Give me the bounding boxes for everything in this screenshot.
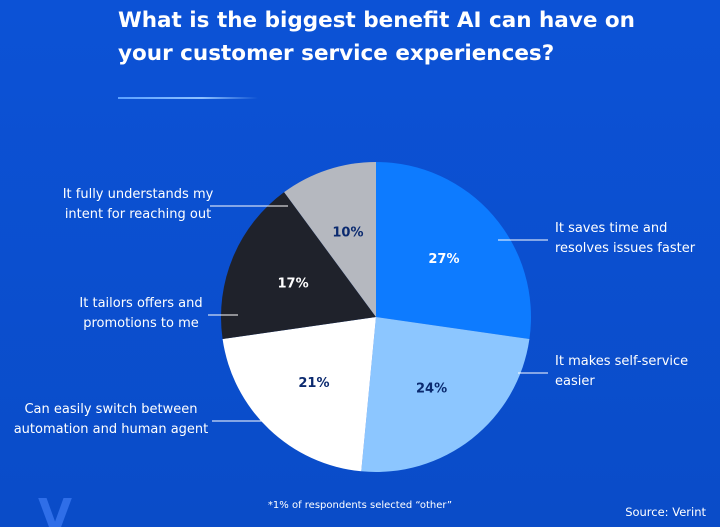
slice-value-label: 17% bbox=[278, 276, 309, 291]
slice-value-label: 27% bbox=[428, 252, 459, 267]
pie-slice-10 bbox=[284, 162, 376, 317]
verint-logo-mark: V bbox=[38, 492, 72, 527]
chart-title: What is the biggest benefit AI can have … bbox=[118, 8, 635, 66]
slice-category-label: It tailors offers and promotions to me bbox=[79, 296, 203, 331]
pie-slices bbox=[221, 162, 531, 472]
pie-slice-24 bbox=[361, 317, 530, 472]
logo-letter: V bbox=[38, 492, 72, 527]
slice-category-label: Can easily switch between automation and… bbox=[13, 402, 209, 437]
pie-slice-21 bbox=[222, 317, 376, 472]
slice-category-label: It makes self-service easier bbox=[555, 354, 689, 389]
slice-category-label: It saves time and resolves issues faster bbox=[555, 221, 696, 256]
title-underline bbox=[118, 97, 258, 99]
slice-value-label: 24% bbox=[416, 382, 447, 397]
slice-value-label: 21% bbox=[298, 376, 329, 391]
pie-slice-27 bbox=[376, 162, 531, 340]
slice-value-label: 10% bbox=[332, 226, 363, 241]
footnote: *1% of respondents selected “other” bbox=[267, 500, 453, 511]
slice-category-label: It fully understands my intent for reach… bbox=[62, 187, 214, 222]
source-credit: Source: Verint bbox=[625, 505, 706, 519]
pie-slice-17 bbox=[221, 192, 376, 340]
